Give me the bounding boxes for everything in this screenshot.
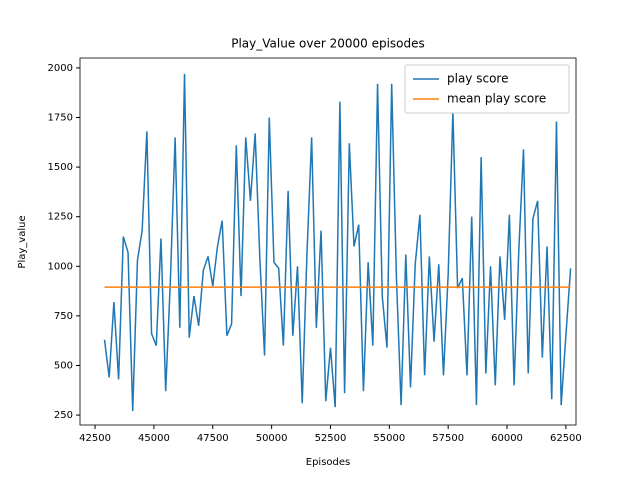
- y-tick-label: 500: [54, 360, 73, 371]
- y-tick-label: 2000: [48, 63, 73, 74]
- plot-frame: [79, 57, 577, 426]
- x-axis-label: Episodes: [306, 457, 350, 468]
- x-tick-label: 42500: [79, 433, 111, 444]
- chart-title: Play_Value over 20000 episodes: [231, 37, 425, 51]
- y-tick-label: 1500: [48, 162, 73, 173]
- x-tick-label: 45000: [138, 433, 170, 444]
- y-tick-label: 750: [54, 311, 73, 322]
- legend-box: [404, 64, 570, 114]
- x-tick-label: 55000: [373, 433, 405, 444]
- y-tick-label: 1250: [48, 212, 73, 223]
- y-tick-label: 1000: [48, 261, 73, 272]
- x-tick-label: 47500: [197, 433, 229, 444]
- legend-label: mean play score: [447, 92, 546, 106]
- x-tick-label: 52500: [315, 433, 347, 444]
- x-tick-label: 60000: [491, 433, 523, 444]
- x-tick-label: 57500: [432, 433, 464, 444]
- y-axis-label: Play_value: [17, 215, 28, 268]
- series-line: [103, 73, 572, 412]
- legend-label: play score: [447, 72, 508, 86]
- x-tick-label: 50000: [256, 433, 288, 444]
- x-tick-label: 62500: [550, 433, 582, 444]
- y-tick-label: 250: [54, 410, 73, 421]
- y-tick-label: 1750: [48, 113, 73, 124]
